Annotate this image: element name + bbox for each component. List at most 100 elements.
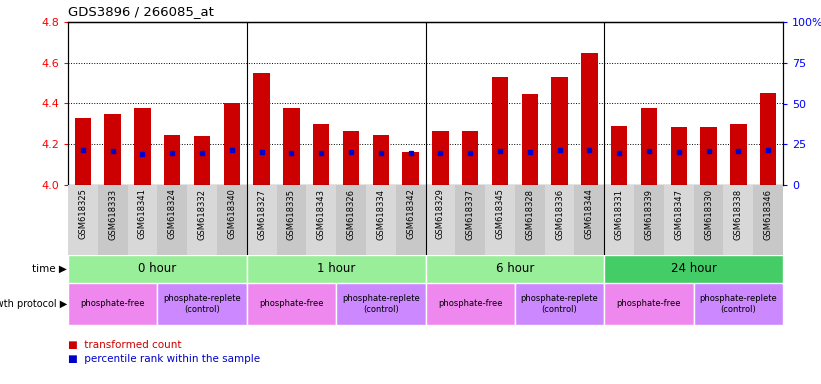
Bar	[343, 131, 360, 185]
Bar	[485, 185, 515, 255]
Bar	[158, 283, 247, 325]
Bar	[462, 131, 479, 185]
Text: GSM618334: GSM618334	[376, 189, 385, 240]
Bar	[247, 283, 336, 325]
Text: GSM618333: GSM618333	[108, 189, 117, 240]
Bar	[432, 131, 448, 185]
Text: GSM618328: GSM618328	[525, 189, 534, 240]
Bar	[492, 77, 508, 185]
Bar	[254, 73, 270, 185]
Text: GDS3896 / 266085_at: GDS3896 / 266085_at	[68, 5, 214, 18]
Bar	[247, 255, 425, 283]
Bar	[135, 108, 151, 185]
Bar	[306, 185, 336, 255]
Text: phosphate-free: phosphate-free	[438, 300, 502, 308]
Bar	[730, 124, 746, 185]
Bar	[396, 185, 425, 255]
Bar	[544, 185, 575, 255]
Bar	[723, 185, 753, 255]
Text: GSM618347: GSM618347	[674, 189, 683, 240]
Bar	[611, 126, 627, 185]
Bar	[760, 93, 777, 185]
Bar	[75, 118, 91, 185]
Bar	[127, 185, 158, 255]
Bar	[68, 185, 98, 255]
Bar	[694, 185, 723, 255]
Text: GSM618336: GSM618336	[555, 189, 564, 240]
Text: ■  percentile rank within the sample: ■ percentile rank within the sample	[68, 354, 260, 364]
Text: phosphate-replete
(control): phosphate-replete (control)	[699, 294, 777, 314]
Bar	[604, 255, 783, 283]
Bar	[671, 127, 687, 185]
Bar	[515, 185, 544, 255]
Bar	[247, 185, 277, 255]
Text: GSM618335: GSM618335	[287, 189, 296, 240]
Bar	[194, 136, 210, 185]
Text: GSM618339: GSM618339	[644, 189, 654, 240]
Text: phosphate-replete
(control): phosphate-replete (control)	[521, 294, 599, 314]
Bar	[104, 114, 121, 185]
Bar	[640, 108, 657, 185]
Text: GSM618340: GSM618340	[227, 189, 236, 239]
Bar	[373, 135, 389, 185]
Text: GSM618346: GSM618346	[764, 189, 773, 240]
Bar	[425, 185, 456, 255]
Bar	[98, 185, 127, 255]
Bar	[283, 108, 300, 185]
Bar	[700, 127, 717, 185]
Text: phosphate-replete
(control): phosphate-replete (control)	[163, 294, 241, 314]
Text: phosphate-free: phosphate-free	[80, 300, 145, 308]
Text: time ▶: time ▶	[32, 264, 67, 274]
Text: phosphate-free: phosphate-free	[259, 300, 323, 308]
Bar	[158, 185, 187, 255]
Bar	[187, 185, 217, 255]
Bar	[604, 283, 694, 325]
Bar	[336, 185, 366, 255]
Text: 0 hour: 0 hour	[138, 263, 177, 275]
Bar	[68, 255, 247, 283]
Bar	[634, 185, 664, 255]
Bar	[217, 185, 247, 255]
Bar	[313, 124, 329, 185]
Bar	[664, 185, 694, 255]
Text: phosphate-free: phosphate-free	[617, 300, 681, 308]
Bar	[604, 185, 634, 255]
Text: GSM618324: GSM618324	[167, 189, 177, 239]
Text: GSM618331: GSM618331	[615, 189, 624, 240]
Bar	[753, 185, 783, 255]
Bar	[456, 185, 485, 255]
Bar	[425, 283, 515, 325]
Bar	[68, 283, 158, 325]
Text: GSM618345: GSM618345	[496, 189, 504, 239]
Text: GSM618337: GSM618337	[466, 189, 475, 240]
Text: GSM618338: GSM618338	[734, 189, 743, 240]
Bar	[366, 185, 396, 255]
Bar	[164, 135, 181, 185]
Text: GSM618330: GSM618330	[704, 189, 713, 240]
Bar	[521, 94, 538, 185]
Text: GSM618327: GSM618327	[257, 189, 266, 240]
Text: 1 hour: 1 hour	[317, 263, 355, 275]
Text: GSM618332: GSM618332	[198, 189, 207, 240]
Bar	[575, 185, 604, 255]
Text: GSM618326: GSM618326	[346, 189, 355, 240]
Text: GSM618325: GSM618325	[78, 189, 87, 239]
Text: GSM618344: GSM618344	[585, 189, 594, 239]
Bar	[223, 104, 240, 185]
Bar	[581, 53, 598, 185]
Bar	[402, 152, 419, 185]
Text: GSM618341: GSM618341	[138, 189, 147, 239]
Text: GSM618343: GSM618343	[317, 189, 326, 240]
Text: GSM618342: GSM618342	[406, 189, 415, 239]
Text: ■  transformed count: ■ transformed count	[68, 340, 181, 350]
Bar	[515, 283, 604, 325]
Bar	[425, 255, 604, 283]
Text: growth protocol ▶: growth protocol ▶	[0, 299, 67, 309]
Text: 24 hour: 24 hour	[671, 263, 717, 275]
Bar	[694, 283, 783, 325]
Bar	[277, 185, 306, 255]
Text: phosphate-replete
(control): phosphate-replete (control)	[342, 294, 420, 314]
Text: GSM618329: GSM618329	[436, 189, 445, 239]
Bar	[552, 77, 568, 185]
Text: 6 hour: 6 hour	[496, 263, 534, 275]
